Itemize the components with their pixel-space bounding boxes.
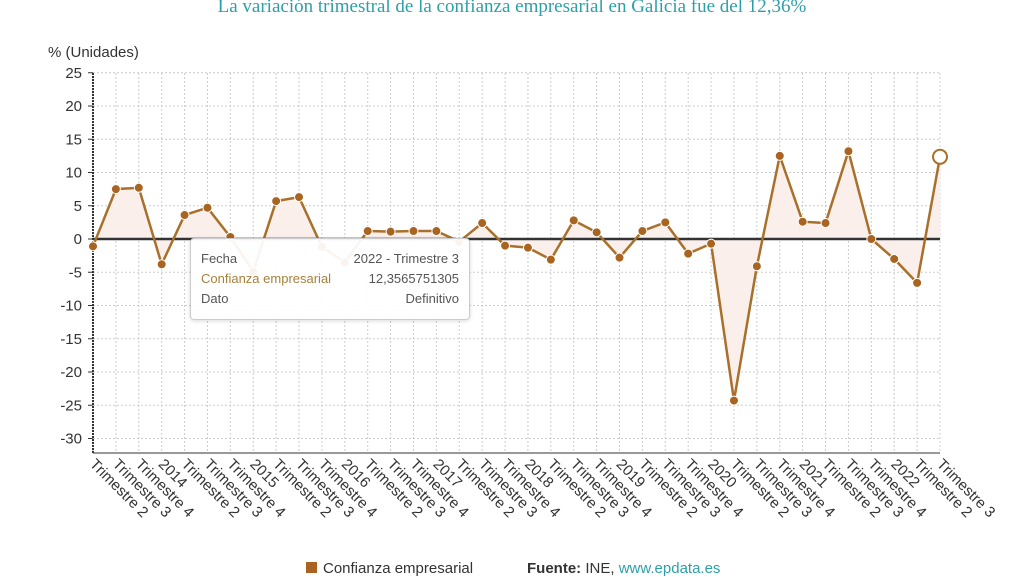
data-point: [133, 182, 144, 193]
y-tick-label: 20: [65, 98, 82, 115]
tooltip-dato-label: Dato: [201, 291, 229, 306]
data-point: [522, 242, 533, 253]
data-point: [660, 217, 671, 228]
data-point: [271, 196, 282, 207]
series-area: [93, 151, 940, 401]
data-point: [179, 210, 190, 221]
data-point: [774, 150, 785, 161]
data-point: [431, 226, 442, 237]
data-point: [912, 277, 923, 288]
y-tick-label: 0: [74, 231, 82, 248]
data-point: [889, 253, 900, 264]
data-point: [683, 248, 694, 259]
data-point: [637, 226, 648, 237]
data-point: [156, 259, 167, 270]
y-tick-label: -30: [60, 431, 82, 448]
data-point: [88, 241, 98, 252]
data-point: [500, 240, 511, 251]
data-point: [294, 192, 305, 203]
data-point: [843, 146, 854, 157]
data-point: [408, 226, 419, 237]
y-tick-label: -20: [60, 364, 82, 381]
chart-title: La variación trimestral de la confianza …: [217, 0, 807, 17]
data-point: [568, 215, 579, 226]
y-tick-label: 15: [65, 131, 82, 148]
y-axis-label: % (Unidades): [48, 44, 139, 61]
data-point: [820, 218, 831, 229]
y-tick-label: -5: [69, 264, 82, 281]
legend-swatch: [306, 562, 317, 573]
y-tick-label: -15: [60, 331, 82, 348]
data-point: [362, 226, 373, 237]
y-tick-label: 25: [65, 65, 82, 82]
data-point: [202, 202, 213, 213]
data-point: [751, 261, 762, 272]
tooltip-dato-value: Definitivo: [405, 291, 459, 306]
source-label: Fuente:: [527, 560, 582, 577]
source-link[interactable]: www.epdata.es: [618, 560, 721, 577]
data-point: [385, 226, 396, 237]
tooltip: Fecha 2022 - Trimestre 3 Confianza empres…: [190, 238, 470, 320]
y-tick-label: -25: [60, 397, 82, 414]
data-point: [797, 216, 808, 227]
source-text: INE,: [585, 560, 615, 577]
legend-item[interactable]: Confianza empresarial: [306, 560, 473, 577]
tooltip-fecha-label: Fecha: [201, 251, 238, 266]
tooltip-fecha-value: 2022 - Trimestre 3: [353, 251, 460, 266]
tooltip-series-value: 12,3565751305: [368, 271, 459, 286]
data-point-highlighted: [932, 148, 948, 165]
y-tick-label: -10: [60, 298, 82, 315]
data-point: [477, 218, 488, 229]
data-point: [614, 252, 625, 263]
legend-label: Confianza empresarial: [323, 560, 474, 577]
data-point: [545, 254, 556, 265]
source: Fuente: INE, www.epdata.es: [527, 560, 720, 577]
y-tick-label: 10: [65, 165, 82, 182]
data-point: [866, 234, 877, 244]
data-point: [110, 184, 121, 195]
data-point: [591, 227, 602, 238]
tooltip-series-label: Confianza empresarial: [201, 271, 332, 286]
data-point: [728, 395, 739, 406]
data-point: [706, 238, 717, 249]
y-tick-label: 5: [74, 198, 82, 215]
